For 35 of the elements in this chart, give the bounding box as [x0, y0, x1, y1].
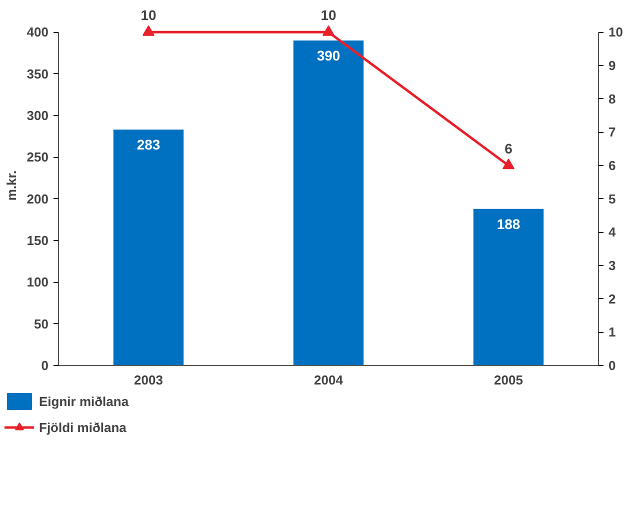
y2-tick-label: 1: [608, 324, 616, 340]
legend-label: Eignir miðlana: [39, 394, 129, 408]
y-tick-label: 150: [26, 233, 49, 248]
y-tick-label: 300: [26, 108, 49, 123]
bar: [293, 40, 364, 366]
x-tick-label: 2004: [314, 372, 344, 388]
data-label: 188: [496, 216, 520, 232]
y2-tick-label: 9: [608, 58, 616, 73]
y2-tick-label: 3: [608, 258, 616, 273]
y2-tick-label: 2: [608, 291, 616, 306]
data-label: 6: [504, 140, 513, 156]
y2-tick-label: 8: [608, 91, 616, 106]
bar: [113, 130, 184, 366]
legend-label: Fjöldi miðlana: [39, 420, 126, 434]
y-tick-label: 400: [26, 24, 49, 40]
x-tick-label: 2003: [134, 372, 163, 388]
y2-tick-label: 7: [608, 124, 616, 140]
y-tick-label: 0: [41, 358, 49, 373]
x-tick-label: 2005: [494, 372, 523, 388]
y2-tick-label: 10: [608, 24, 623, 40]
y2-tick-label: 6: [608, 158, 616, 173]
bar: [473, 208, 544, 366]
y-axis-title: m.kr.: [4, 170, 19, 201]
data-label: 10: [320, 7, 336, 24]
data-label: 283: [136, 136, 160, 153]
data-label: 10: [140, 7, 156, 24]
y2-tick-label: 5: [608, 191, 616, 206]
y-tick-label: 200: [26, 191, 49, 206]
y2-tick-label: 4: [608, 224, 616, 240]
y2-tick-label: 0: [608, 358, 616, 373]
y-tick-label: 350: [26, 66, 49, 82]
y-tick-label: 100: [26, 274, 49, 290]
y-tick-label: 250: [26, 150, 49, 165]
y-tick-label: 50: [34, 316, 49, 332]
data-label: 390: [316, 48, 340, 64]
